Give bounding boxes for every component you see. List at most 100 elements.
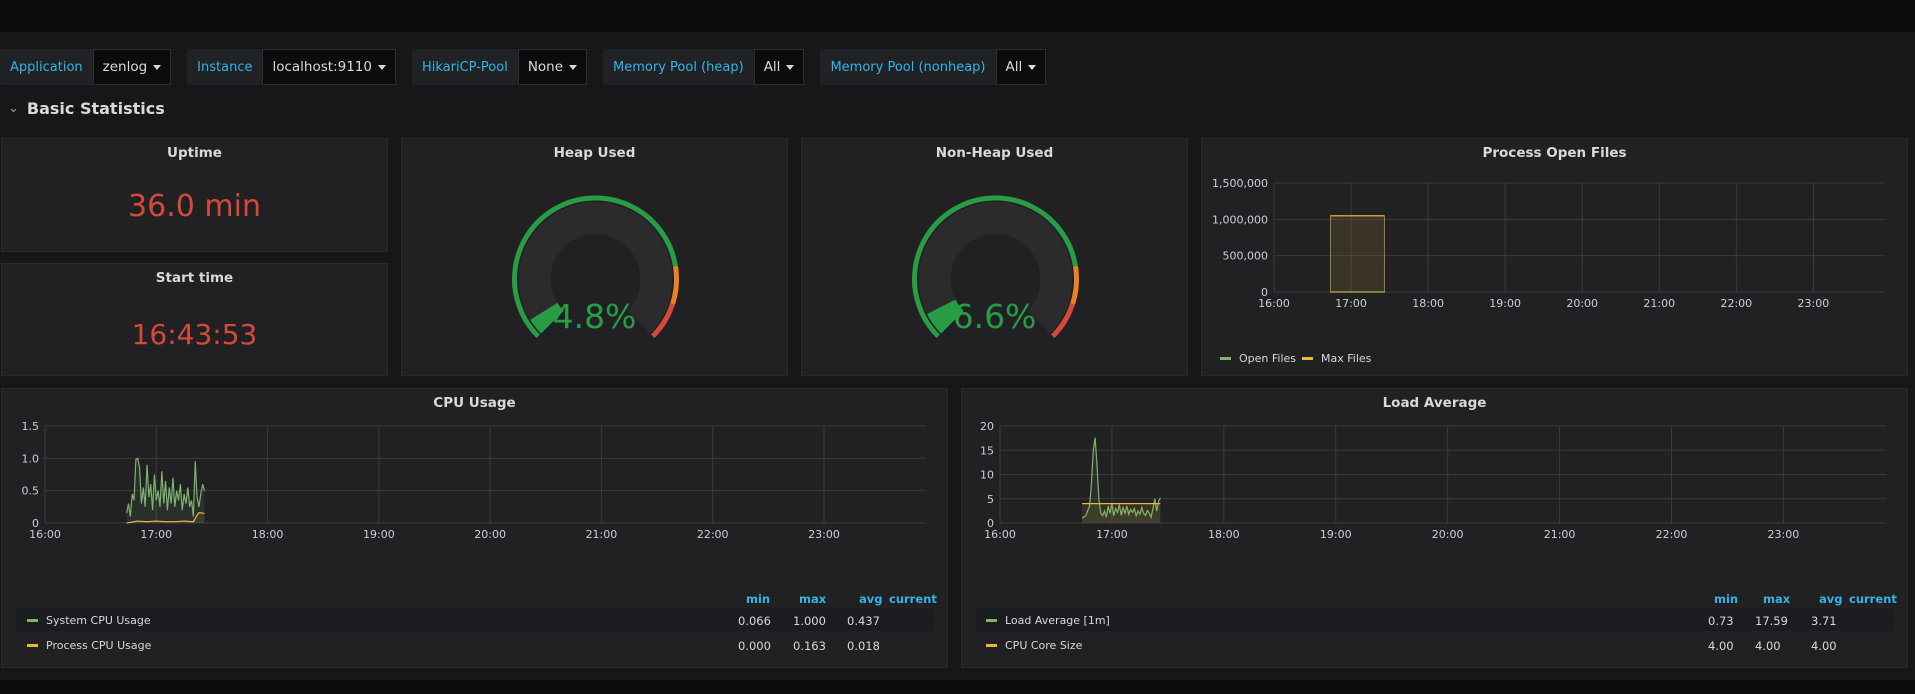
legend-avg: 0.437	[847, 614, 880, 628]
panel-title[interactable]: Heap Used	[553, 145, 636, 161]
threshold-ok-arc	[912, 195, 1078, 339]
uptime-panel: Uptime 36.0 min	[1, 138, 388, 252]
legend-item[interactable]: Max Files	[1302, 352, 1371, 365]
caret-down-icon	[1028, 64, 1037, 70]
series-swatch	[27, 619, 38, 622]
x-tick-label: 18:00	[1208, 528, 1240, 541]
variable-value: None	[527, 59, 564, 75]
row-title: Basic Statistics	[26, 99, 165, 118]
legend-item[interactable]: System CPU Usage	[27, 614, 151, 627]
row-header[interactable]: ⌄ Basic Statistics	[8, 99, 165, 118]
memory-pool-heap-select[interactable]: All	[753, 49, 805, 85]
hikaricp-pool-select[interactable]: None	[517, 49, 588, 85]
variable-value: All	[1005, 59, 1023, 75]
cpu-usage-chart: 0 0.5 1.0 1.5 16:00 17:00 18:00 19:00 20:00 21:00…	[22, 420, 926, 541]
legend-label: Max Files	[1321, 352, 1372, 365]
x-tick-label: 21:00	[1643, 297, 1675, 310]
legend-min: 0.066	[738, 614, 771, 628]
legend-header-min[interactable]: min	[746, 592, 771, 606]
series-swatch	[1302, 357, 1313, 360]
caret-down-icon	[153, 64, 162, 70]
gauge-fill	[530, 302, 564, 334]
y-tick-label: 20	[980, 420, 994, 433]
legend-header-avg[interactable]: avg	[1819, 592, 1843, 606]
y-tick-label: 500,000	[1223, 250, 1269, 263]
panel-title[interactable]: CPU Usage	[433, 395, 516, 411]
legend-avg: 3.71	[1811, 614, 1837, 628]
legend-header-avg[interactable]: avg	[859, 592, 883, 606]
top-bar	[0, 0, 1915, 32]
x-tick-label: 20:00	[474, 528, 506, 541]
heap-value: 4.8%	[552, 297, 637, 336]
memory-pool-nonheap-select[interactable]: All	[995, 49, 1047, 85]
panel-title[interactable]: Start time	[155, 270, 234, 286]
x-tick-label: 19:00	[1489, 297, 1521, 310]
legend-avg: 4.00	[1811, 639, 1837, 653]
bottom-bar	[0, 680, 1915, 694]
legend-label: System CPU Usage	[46, 614, 151, 627]
legend-row[interactable]	[976, 609, 1894, 631]
variable-application: Application zenlog	[0, 49, 172, 85]
legend-row[interactable]	[16, 609, 934, 631]
cpu-usage-panel: CPU Usage 0 0.5 1.0 1.5 16:00 17:00 18:00 19:00…	[1, 388, 948, 668]
x-tick-label: 23:00	[808, 528, 840, 541]
panel-title[interactable]: Process Open Files	[1482, 145, 1627, 161]
gauge-fill	[927, 299, 965, 334]
legend-max: 17.59	[1755, 614, 1788, 628]
variable-label: Memory Pool (nonheap)	[820, 49, 996, 85]
instance-select[interactable]: localhost:9110	[262, 49, 396, 85]
series-line	[1081, 437, 1161, 520]
x-tick-label: 17:00	[1096, 528, 1128, 541]
chevron-down-icon: ⌄	[8, 101, 19, 116]
x-tick-label: 21:00	[1544, 528, 1576, 541]
heap-gauge	[512, 195, 679, 339]
x-tick-label: 16:00	[1258, 297, 1290, 310]
x-tick-label: 22:00	[697, 528, 729, 541]
variable-value: zenlog	[102, 59, 148, 75]
x-tick-label: 17:00	[1335, 297, 1367, 310]
legend-item[interactable]: Open Files	[1220, 352, 1296, 365]
series-swatch	[986, 644, 997, 647]
y-tick-label: 0	[32, 517, 39, 530]
legend-header-max[interactable]: max	[799, 592, 827, 606]
y-tick-label: 1,000,000	[1212, 213, 1268, 226]
y-tick-label: 1.0	[22, 452, 40, 465]
y-tick-label: 0	[1261, 286, 1268, 299]
x-tick-label: 16:00	[29, 528, 61, 541]
legend-label: CPU Core Size	[1005, 639, 1083, 652]
x-tick-label: 23:00	[1768, 528, 1800, 541]
legend-min: 0.000	[738, 639, 771, 653]
non-heap-gauge	[912, 195, 1079, 339]
variable-instance: Instance localhost:9110	[187, 49, 396, 85]
panel-title[interactable]: Uptime	[167, 145, 222, 161]
x-tick-label: 18:00	[252, 528, 284, 541]
y-tick-label: 15	[980, 444, 994, 457]
series-line	[126, 457, 206, 517]
threshold-warn-arc	[1070, 265, 1079, 305]
y-tick-label: 1,500,000	[1212, 177, 1268, 190]
legend-min: 4.00	[1708, 639, 1734, 653]
x-tick-label: 22:00	[1656, 528, 1688, 541]
legend-min: 0.73	[1708, 614, 1734, 628]
series-area	[126, 458, 205, 523]
variable-label: Instance	[187, 49, 263, 85]
panel-title[interactable]: Non-Heap Used	[935, 145, 1054, 161]
panel-title[interactable]: Load Average	[1382, 395, 1487, 411]
legend-item[interactable]: Process CPU Usage	[27, 639, 151, 652]
legend-header-max[interactable]: max	[1763, 592, 1791, 606]
y-tick-label: 0.5	[22, 485, 40, 498]
load-average-panel: Load Average 0 5 10 15 20 16:00 17:00 18:00 19:0…	[961, 388, 1908, 668]
application-select[interactable]: zenlog	[92, 49, 172, 85]
threshold-crit-arc	[1050, 303, 1075, 339]
legend-item[interactable]: CPU Core Size	[986, 639, 1082, 652]
legend-header-current[interactable]: current	[889, 592, 937, 606]
legend-header-min[interactable]: min	[1714, 592, 1739, 606]
threshold-ok-arc	[512, 195, 678, 339]
x-tick-label: 18:00	[1412, 297, 1444, 310]
heap-used-panel: Heap Used 4.8%	[401, 138, 788, 376]
variable-label: HikariCP-Pool	[411, 49, 518, 85]
legend-header-current[interactable]: current	[1849, 592, 1897, 606]
legend-item[interactable]: Load Average [1m]	[986, 614, 1110, 627]
legend-max: 0.163	[793, 639, 826, 653]
process-open-files-panel: Process Open Files 0 500,000 1,000,000 1,50…	[1201, 138, 1908, 376]
